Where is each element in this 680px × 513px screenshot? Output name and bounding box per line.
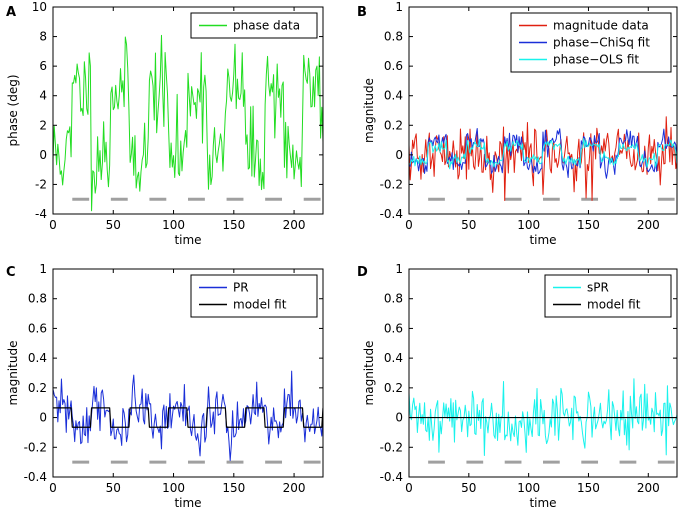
y-tick-label: -0.4 xyxy=(380,207,403,221)
y-tick-label: 0.6 xyxy=(28,321,47,335)
x-tick-label: 0 xyxy=(49,218,57,232)
y-tick-label: -0.2 xyxy=(380,440,403,454)
y-tick-label: 0.2 xyxy=(384,118,403,132)
y-tick-label: 0.4 xyxy=(384,89,403,103)
y-axis-label: magnitude xyxy=(6,341,20,406)
x-tick-label: 0 xyxy=(405,481,413,495)
legend-box xyxy=(544,274,672,318)
plot-area xyxy=(53,7,323,214)
x-axis-label: time xyxy=(529,496,556,510)
y-tick-label: -0.2 xyxy=(24,440,47,454)
y-tick-label: -0.4 xyxy=(380,470,403,484)
x-tick-label: 100 xyxy=(517,481,540,495)
y-tick-label: 1 xyxy=(39,262,47,276)
panel-a: A 0 50 100 150 200 -4 -2 0 2 4 6 8 10 time phase (deg) p… xyxy=(6,0,324,247)
y-tick-label: 0.4 xyxy=(28,351,47,365)
legend-label: phase data xyxy=(233,19,300,33)
legend-label: model fit xyxy=(587,298,641,312)
panel-d: D 0 50 100 150 200 -0.4 -0.2 0 0.2 0.4 0.6 0.8 1 time m… xyxy=(357,262,678,510)
y-tick-label: 6 xyxy=(39,59,47,73)
legend-label: sPR xyxy=(587,281,609,295)
series-line-2 xyxy=(409,138,677,170)
x-tick-label: 50 xyxy=(106,218,121,232)
panel-letter: C xyxy=(6,265,16,280)
series-line-0 xyxy=(409,378,677,456)
x-axis-label: time xyxy=(529,233,556,247)
y-tick-label: 0.8 xyxy=(384,30,403,44)
y-tick-label: 0 xyxy=(395,148,403,162)
x-tick-label: 0 xyxy=(49,481,57,495)
series-line-1 xyxy=(53,407,323,428)
y-tick-label: -0.4 xyxy=(24,470,47,484)
x-tick-label: 150 xyxy=(577,481,600,495)
x-tick-label: 50 xyxy=(461,218,476,232)
y-tick-label: 1 xyxy=(395,0,403,14)
x-tick-label: 50 xyxy=(106,481,121,495)
y-tick-label: 2 xyxy=(39,118,47,132)
legend-label: phase−OLS fit xyxy=(553,53,639,67)
y-tick-label: 0.2 xyxy=(28,381,47,395)
x-axis-label: time xyxy=(174,233,201,247)
y-tick-label: 0.2 xyxy=(384,381,403,395)
y-tick-label: 0.8 xyxy=(28,292,47,306)
y-tick-label: 8 xyxy=(39,30,47,44)
legend-label: magnitude data xyxy=(553,19,649,33)
panel-letter: B xyxy=(357,5,367,20)
panel-letter: A xyxy=(6,5,16,20)
y-tick-label: 10 xyxy=(32,0,47,14)
legend-label: model fit xyxy=(233,298,287,312)
y-tick-label: 0.4 xyxy=(384,351,403,365)
y-tick-label: 0.6 xyxy=(384,59,403,73)
y-tick-label: 1 xyxy=(395,262,403,276)
x-tick-label: 150 xyxy=(222,481,245,495)
series-line-0 xyxy=(53,34,323,212)
panel-b: B 0 50 100 150 200 -0.4 -0.2 0 0.2 0.4 0.6 0.8 1 time m… xyxy=(357,0,678,247)
x-tick-label: 100 xyxy=(162,481,185,495)
series-line-1 xyxy=(409,128,677,179)
y-tick-label: 0.6 xyxy=(384,321,403,335)
axes-frame xyxy=(408,6,678,215)
y-tick-label: -4 xyxy=(35,207,47,221)
y-axis-label: magnitude xyxy=(362,78,376,143)
legend-label: PR xyxy=(233,281,249,295)
x-tick-label: 50 xyxy=(461,481,476,495)
x-tick-label: 200 xyxy=(283,481,306,495)
y-tick-label: -0.2 xyxy=(380,177,403,191)
panel-c: C 0 50 100 150 200 -0.4 -0.2 0 0.2 0.4 0.6 0.8 1 time m… xyxy=(6,262,324,510)
y-tick-label: -2 xyxy=(35,177,47,191)
y-axis-label: magnitude xyxy=(362,341,376,406)
x-tick-label: 100 xyxy=(162,218,185,232)
y-tick-label: 0 xyxy=(39,411,47,425)
series-line-0 xyxy=(409,116,677,201)
y-tick-label: 0 xyxy=(39,148,47,162)
y-tick-label: 0.8 xyxy=(384,292,403,306)
series-line-0 xyxy=(53,370,323,461)
legend-box xyxy=(190,274,318,318)
legend-label: phase−ChiSq fit xyxy=(553,36,650,50)
x-tick-label: 150 xyxy=(222,218,245,232)
y-tick-label: 0 xyxy=(395,411,403,425)
panel-letter: D xyxy=(357,265,368,280)
axes-frame xyxy=(408,268,678,478)
axes-frame xyxy=(52,268,324,478)
y-tick-label: 4 xyxy=(39,89,47,103)
axes-frame xyxy=(52,6,324,215)
x-axis-label: time xyxy=(174,496,201,510)
x-tick-label: 100 xyxy=(517,218,540,232)
x-tick-label: 150 xyxy=(577,218,600,232)
x-tick-label: 200 xyxy=(283,218,306,232)
x-tick-label: 200 xyxy=(637,218,660,232)
y-axis-label: phase (deg) xyxy=(6,74,20,146)
x-tick-label: 200 xyxy=(637,481,660,495)
x-tick-label: 0 xyxy=(405,218,413,232)
